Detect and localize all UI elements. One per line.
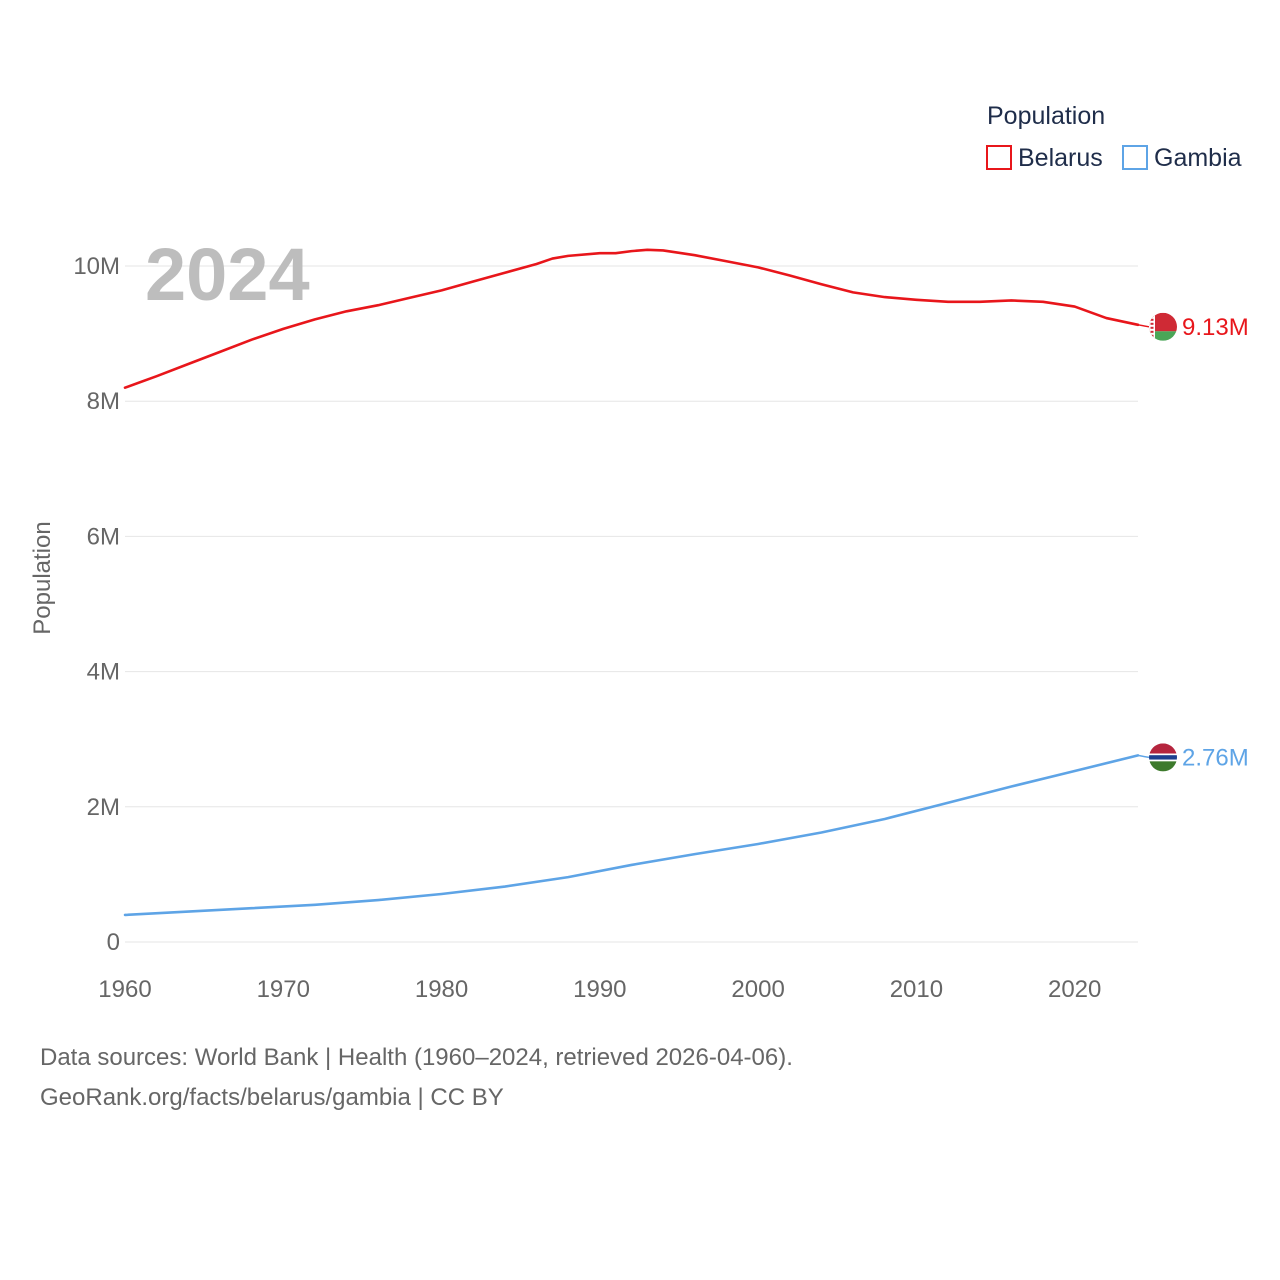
x-tick-1970: 1970 bbox=[257, 976, 310, 1003]
series-lines bbox=[123, 248, 1140, 917]
end-label-belarus: 9.13M bbox=[1182, 314, 1249, 341]
y-axis-label: Population bbox=[29, 521, 56, 634]
source-link[interactable]: GeoRank.org/facts/belarus/gambia | CC BY bbox=[40, 1084, 504, 1111]
legend-title: Population bbox=[987, 102, 1105, 130]
legend-swatch-gambia bbox=[1122, 145, 1148, 170]
y-axis-ticks: 0 2M 4M 6M 8M 10M bbox=[73, 253, 120, 956]
gambia-flag-icon bbox=[1149, 743, 1177, 772]
end-connector-gambia bbox=[1137, 754, 1150, 759]
y-tick-4m: 4M bbox=[87, 659, 120, 686]
y-tick-8m: 8M bbox=[87, 388, 120, 415]
y-tick-0: 0 bbox=[107, 929, 120, 956]
x-tick-2000: 2000 bbox=[731, 976, 784, 1003]
legend-swatch-belarus bbox=[986, 145, 1012, 170]
legend-item-gambia[interactable]: Gambia bbox=[1122, 144, 1242, 172]
x-tick-1960: 1960 bbox=[98, 976, 151, 1003]
legend-label-gambia: Gambia bbox=[1154, 144, 1242, 172]
end-label-gambia: 2.76M bbox=[1182, 744, 1249, 771]
belarus-flag-icon bbox=[1149, 312, 1177, 341]
y-tick-2m: 2M bbox=[87, 794, 120, 821]
grid-lines bbox=[125, 265, 1138, 943]
x-tick-2010: 2010 bbox=[890, 976, 943, 1003]
x-tick-2020: 2020 bbox=[1048, 976, 1101, 1003]
x-tick-1990: 1990 bbox=[573, 976, 626, 1003]
legend-label-belarus: Belarus bbox=[1018, 144, 1103, 172]
end-connector-belarus bbox=[1137, 324, 1150, 328]
x-axis-ticks: 1960 1970 1980 1990 2000 2010 2020 bbox=[98, 976, 1101, 1003]
series-line-gambia bbox=[123, 754, 1140, 917]
legend: Population Belarus Gambia bbox=[986, 102, 1242, 172]
year-label: 2024 bbox=[145, 233, 310, 316]
series-line-belarus bbox=[123, 248, 1140, 389]
legend-item-belarus[interactable]: Belarus bbox=[986, 144, 1103, 172]
x-tick-1980: 1980 bbox=[415, 976, 468, 1003]
series-end-markers: 9.13M 2.76M bbox=[1137, 312, 1249, 772]
y-tick-10m: 10M bbox=[73, 253, 120, 280]
y-tick-6m: 6M bbox=[87, 523, 120, 550]
data-sources-text: Data sources: World Bank | Health (1960–… bbox=[40, 1044, 793, 1071]
